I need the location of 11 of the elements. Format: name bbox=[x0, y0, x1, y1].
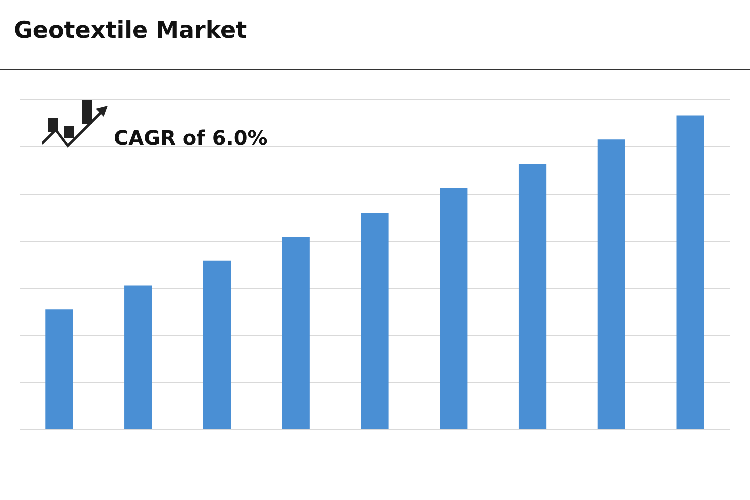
bar bbox=[282, 237, 310, 430]
bar bbox=[598, 140, 626, 430]
chart-title: Geotextile Market bbox=[14, 18, 248, 44]
bar bbox=[46, 310, 74, 430]
bar bbox=[440, 188, 468, 430]
bar bbox=[676, 116, 704, 430]
bar bbox=[361, 213, 389, 430]
bar bbox=[518, 164, 547, 430]
bar bbox=[124, 286, 152, 430]
bar bbox=[203, 260, 232, 430]
annotation: CAGR of 6.0% bbox=[114, 126, 268, 150]
